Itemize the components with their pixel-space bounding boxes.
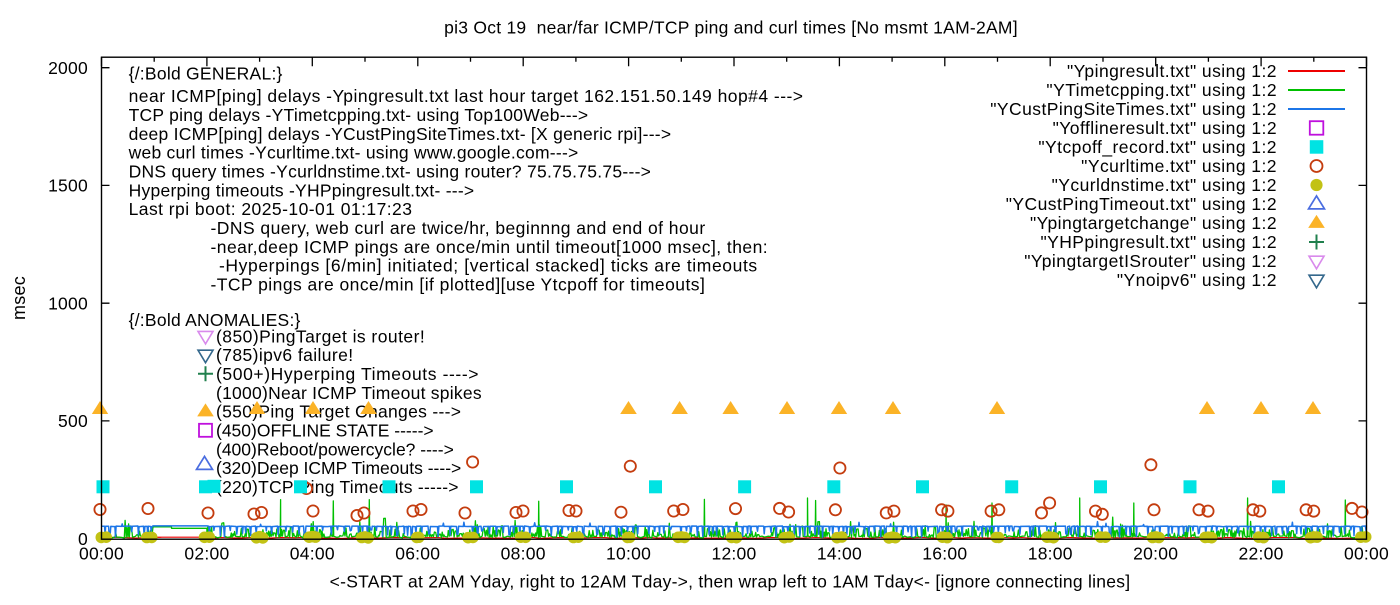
svg-text:near ICMP[ping] delays -Ypingr: near ICMP[ping] delays -Ypingresult.txt …	[129, 86, 804, 106]
svg-text:"Ypingresult.txt" using 1:2: "Ypingresult.txt" using 1:2	[1067, 61, 1277, 81]
svg-text:04:00: 04:00	[290, 544, 335, 564]
svg-text:msec: msec	[9, 276, 29, 320]
svg-text:(1000)Near ICMP Timeout spikes: (1000)Near ICMP Timeout spikes	[216, 383, 482, 403]
svg-text:"YHPpingresult.txt" using 1:2: "YHPpingresult.txt" using 1:2	[1040, 232, 1277, 252]
svg-text:14:00: 14:00	[817, 544, 862, 564]
svg-text:12:00: 12:00	[711, 544, 756, 564]
svg-text:06:00: 06:00	[395, 544, 440, 564]
svg-text:10:00: 10:00	[606, 544, 651, 564]
svg-text:20:00: 20:00	[1133, 544, 1178, 564]
svg-text:Last rpi boot: 2025-10-01 01:1: Last rpi boot: 2025-10-01 01:17:23	[129, 199, 413, 219]
svg-text:18:00: 18:00	[1028, 544, 1073, 564]
svg-text:"Ynoipv6" using 1:2: "Ynoipv6" using 1:2	[1117, 270, 1277, 290]
svg-text:web curl times -Ycurltime.txt-: web curl times -Ycurltime.txt- using www…	[128, 143, 579, 163]
svg-text:{/:Bold ANOMALIES:}: {/:Bold ANOMALIES:}	[129, 310, 301, 330]
svg-text:(550)Ping Target Changes --->: (550)Ping Target Changes --->	[216, 402, 461, 422]
svg-text:TCP ping delays -YTimetcpping.: TCP ping delays -YTimetcpping.txt- using…	[129, 105, 589, 125]
svg-text:DNS query times -Ycurldnstime.: DNS query times -Ycurldnstime.txt- using…	[129, 162, 652, 182]
svg-text:"Yofflineresult.txt" using 1:2: "Yofflineresult.txt" using 1:2	[1053, 118, 1277, 138]
svg-text:(850)PingTarget is router!: (850)PingTarget is router!	[216, 326, 425, 346]
svg-text:deep ICMP[ping] delays -YCustP: deep ICMP[ping] delays -YCustPingSiteTim…	[129, 124, 672, 144]
svg-text:"Ypingtargetchange" using 1:2: "Ypingtargetchange" using 1:2	[1030, 213, 1277, 233]
svg-text:pi3 Oct 19 near/far ICMP/TCP: pi3 Oct 19 near/far ICMP/TCP ping and cu…	[444, 18, 1018, 38]
svg-text:1500: 1500	[48, 176, 88, 196]
svg-text:"Ytcpoff_record.txt" using 1:2: "Ytcpoff_record.txt" using 1:2	[1038, 137, 1277, 158]
svg-text:-TCP pings are once/min [if pl: -TCP pings are once/min [if plotted][use…	[211, 275, 706, 295]
svg-text:00:00: 00:00	[79, 544, 124, 564]
svg-text:"YCustPingTimeout.txt" using 1: "YCustPingTimeout.txt" using 1:2	[1006, 194, 1277, 214]
svg-text:1000: 1000	[48, 293, 88, 313]
svg-text:-DNS query, web curl are twice: -DNS query, web curl are twice/hr, begin…	[211, 218, 706, 238]
svg-text:(400)Reboot/powercycle? ---->: (400)Reboot/powercycle? ---->	[216, 439, 454, 459]
svg-text:"YCustPingSiteTimes.txt" using: "YCustPingSiteTimes.txt" using 1:2	[990, 99, 1277, 119]
svg-text:08:00: 08:00	[501, 544, 546, 564]
svg-text:22:00: 22:00	[1239, 544, 1284, 564]
svg-text:-Hyperpings [6/min] initiated;: -Hyperpings [6/min] initiated; [vertical…	[219, 256, 758, 276]
svg-text:"Ycurltime.txt" using 1:2: "Ycurltime.txt" using 1:2	[1081, 156, 1277, 176]
svg-text:"YpingtargetISrouter" using 1:: "YpingtargetISrouter" using 1:2	[1024, 251, 1277, 271]
svg-text:0: 0	[78, 529, 88, 549]
svg-text:<-START at 2AM Yday, right to: <-START at 2AM Yday, right to 12AM Tday-…	[330, 572, 1131, 592]
svg-text:-near,deep ICMP pings are once: -near,deep ICMP pings are once/min until…	[211, 237, 769, 257]
svg-text:16:00: 16:00	[922, 544, 967, 564]
svg-text:(785)ipv6 failure!: (785)ipv6 failure!	[216, 345, 354, 365]
svg-text:02:00: 02:00	[184, 544, 229, 564]
svg-text:(500+)Hyperping Timeouts ---->: (500+)Hyperping Timeouts ---->	[216, 364, 479, 384]
svg-text:Hyperping timeouts -YHPpingres: Hyperping timeouts -YHPpingresult.txt- -…	[129, 180, 475, 200]
svg-text:(320)Deep ICMP Timeouts ---->: (320)Deep ICMP Timeouts ---->	[216, 458, 461, 478]
svg-text:{/:Bold GENERAL:}: {/:Bold GENERAL:}	[129, 64, 283, 84]
svg-text:(220)TCP Ping Timeouts ----->: (220)TCP Ping Timeouts ----->	[216, 477, 459, 497]
svg-text:"YTimetcpping.txt" using 1:2: "YTimetcpping.txt" using 1:2	[1046, 80, 1277, 100]
svg-text:"Ycurldnstime.txt" using 1:2: "Ycurldnstime.txt" using 1:2	[1052, 175, 1277, 195]
svg-text:(450)OFFLINE STATE ----->: (450)OFFLINE STATE ----->	[216, 421, 434, 441]
svg-text:2000: 2000	[48, 58, 88, 78]
svg-text:00:00: 00:00	[1344, 544, 1389, 564]
svg-text:500: 500	[58, 411, 88, 431]
